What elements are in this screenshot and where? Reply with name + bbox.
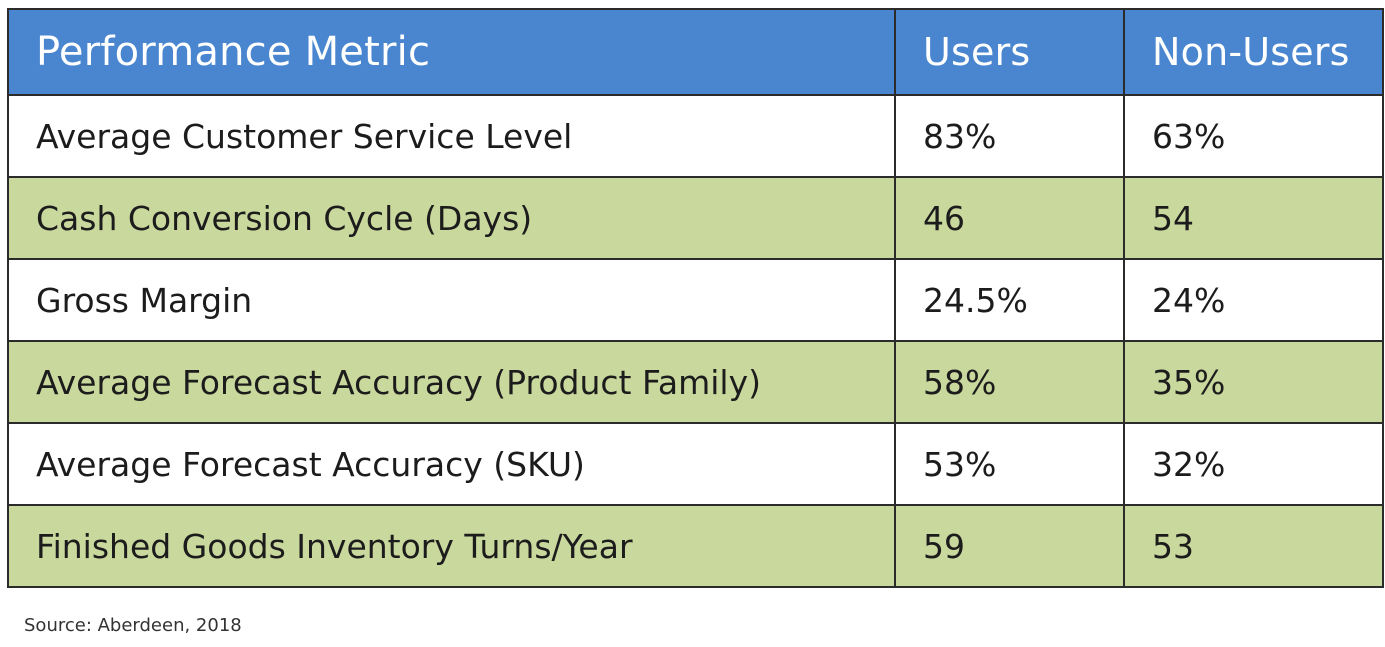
users-cell: 83%: [894, 94, 1125, 178]
header-non-users: Non-Users: [1123, 8, 1384, 96]
metric-cell: Finished Goods Inventory Turns/Year: [7, 504, 896, 588]
header-row: Performance Metric Users Non-Users: [7, 8, 1384, 96]
users-cell: 24.5%: [894, 258, 1125, 342]
users-cell: 53%: [894, 422, 1125, 506]
table-row: Average Forecast Accuracy (SKU) 53% 32%: [7, 422, 1384, 506]
non-users-cell: 32%: [1123, 422, 1384, 506]
source-note: Source: Aberdeen, 2018: [24, 615, 242, 636]
users-cell: 58%: [894, 340, 1125, 424]
header-performance-metric: Performance Metric: [7, 8, 896, 96]
table-row: Cash Conversion Cycle (Days) 46 54: [7, 176, 1384, 260]
table-row: Finished Goods Inventory Turns/Year 59 5…: [7, 504, 1384, 588]
header-users: Users: [894, 8, 1125, 96]
non-users-cell: 53: [1123, 504, 1384, 588]
table-row: Gross Margin 24.5% 24%: [7, 258, 1384, 342]
metric-cell: Cash Conversion Cycle (Days): [7, 176, 896, 260]
table-row: Average Forecast Accuracy (Product Famil…: [7, 340, 1384, 424]
non-users-cell: 35%: [1123, 340, 1384, 424]
metric-cell: Average Forecast Accuracy (Product Famil…: [7, 340, 896, 424]
metric-cell: Gross Margin: [7, 258, 896, 342]
table-row: Average Customer Service Level 83% 63%: [7, 94, 1384, 178]
non-users-cell: 24%: [1123, 258, 1384, 342]
users-cell: 46: [894, 176, 1125, 260]
metric-cell: Average Forecast Accuracy (SKU): [7, 422, 896, 506]
performance-table: Performance Metric Users Non-Users Avera…: [7, 8, 1384, 588]
users-cell: 59: [894, 504, 1125, 588]
metric-cell: Average Customer Service Level: [7, 94, 896, 178]
non-users-cell: 54: [1123, 176, 1384, 260]
non-users-cell: 63%: [1123, 94, 1384, 178]
